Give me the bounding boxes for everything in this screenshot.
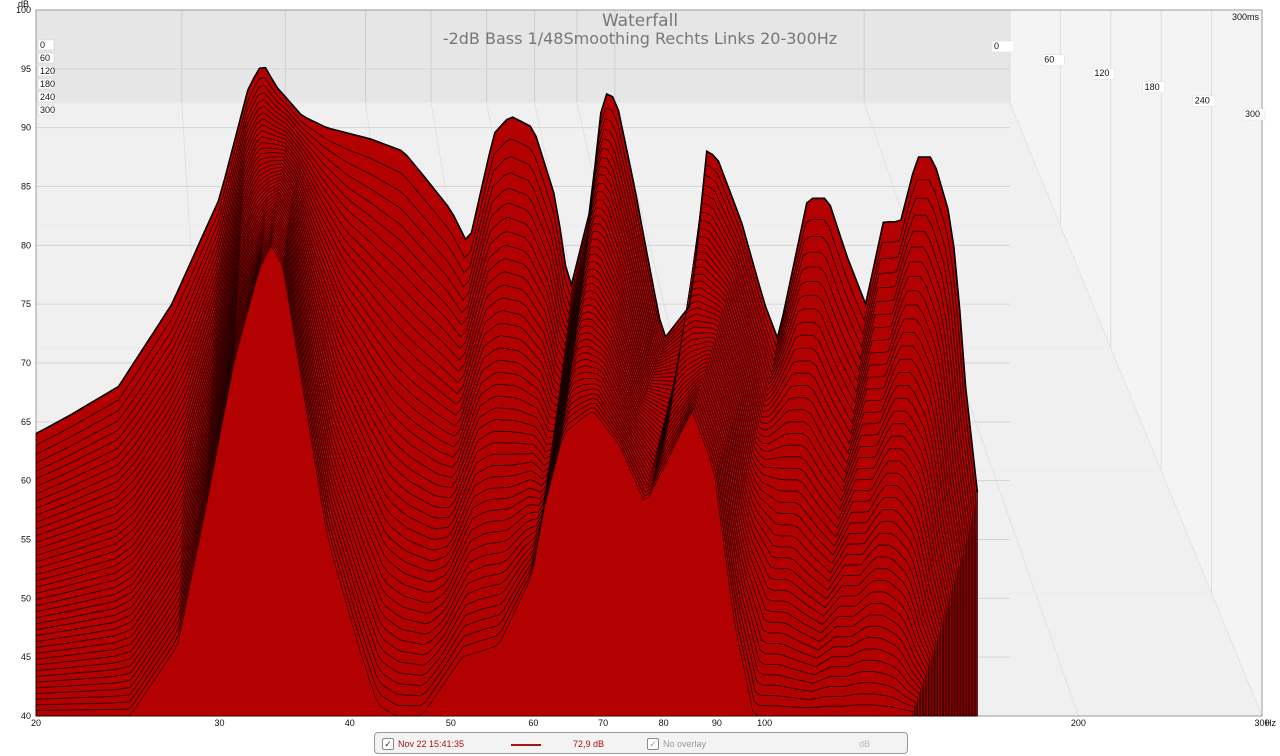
- z-tick-label-right: 300: [1245, 109, 1260, 119]
- x-tick-label: 20: [31, 718, 41, 728]
- y-tick-label: 70: [21, 358, 31, 368]
- back-wall: [36, 10, 1010, 103]
- z-tick-box-right: [1242, 108, 1266, 121]
- z-tick-box-left: [37, 104, 55, 116]
- x-tick-label: 60: [528, 718, 538, 728]
- y-tick-label: 40: [21, 711, 31, 721]
- depth-axis-label: 300ms: [1232, 12, 1260, 22]
- y-tick-label: 85: [21, 182, 31, 192]
- z-tick-label-right: 180: [1145, 82, 1160, 92]
- z-tick-box-left: [37, 91, 55, 103]
- z-tick-box-left: [37, 52, 55, 64]
- y-tick-label: 60: [21, 476, 31, 486]
- y-tick-label: 90: [21, 123, 31, 133]
- waterfall-slices: [35, 66, 979, 717]
- x-tick-label: 50: [446, 718, 456, 728]
- peak-contour: [35, 66, 979, 493]
- x-tick-label: 100: [757, 718, 772, 728]
- y-tick-label: 50: [21, 593, 31, 603]
- chart-title: Waterfall: [602, 11, 678, 31]
- x-tick-label: 40: [345, 718, 355, 728]
- x-tick-label: 80: [659, 718, 669, 728]
- z-tick-label-left: 180: [40, 79, 55, 89]
- z-tick-box-right: [1192, 95, 1216, 107]
- y-tick-label: 65: [21, 417, 31, 427]
- legend-level: 72,9 dB: [573, 739, 605, 749]
- overlay-checkbox[interactable]: ✓: [647, 738, 659, 750]
- y-tick-label: 55: [21, 535, 31, 545]
- z-tick-label-left: 300: [40, 105, 55, 115]
- y-tick-label: 95: [21, 64, 31, 74]
- side-wall: [1010, 10, 1262, 716]
- y-tick-label: 80: [21, 240, 31, 250]
- legend-unit: dB: [859, 739, 871, 749]
- waterfall-slice: [35, 245, 912, 717]
- x-tick-label: 30: [215, 718, 225, 728]
- z-tick-box-right: [1142, 81, 1165, 94]
- z-tick-label-left: 60: [40, 53, 50, 63]
- x-axis-unit: Hz: [1265, 718, 1276, 728]
- z-tick-box-right: [1041, 54, 1065, 66]
- x-tick-label: 70: [598, 718, 608, 728]
- z-tick-label-left: 120: [40, 66, 55, 76]
- waterfall-chart: 40 45 50 55 60 65 70 75 80 85 90 95 100 20 30 40 50 60 70 8…: [15, 0, 1277, 728]
- z-tick-label-right: 240: [1195, 95, 1210, 105]
- legend-bar: ✓ Nov 22 15:41:35 72,9 dB ✓ No overlay d…: [374, 732, 908, 754]
- x-tick-label: 90: [712, 718, 722, 728]
- z-tick-label-right: 60: [1044, 55, 1054, 65]
- axis-labels: 40 45 50 55 60 65 70 75 80 85 90 95 100 20 30 40 50 60 70 8…: [16, 5, 1270, 728]
- z-tick-label-right: 120: [1094, 68, 1109, 78]
- z-tick-box-left: [37, 39, 55, 51]
- overlay-label[interactable]: No overlay: [663, 739, 707, 749]
- z-tick-box-left: [37, 78, 55, 90]
- y-tick-label: 75: [21, 299, 31, 309]
- z-tick-label-right: 0: [994, 41, 999, 51]
- y-tick-label: 100: [16, 5, 31, 15]
- x-tick-label: 300: [1254, 718, 1269, 728]
- chart-subtitle: -2dB Bass 1/48Smoothing Rechts Links 20-…: [443, 29, 837, 48]
- z-tick-label-left: 0: [40, 40, 45, 50]
- z-tick-label-left: 240: [40, 92, 55, 102]
- legend-timestamp: Nov 22 15:41:35: [398, 739, 465, 749]
- grid-line-x-floor: [863, 102, 1079, 717]
- z-tick-box-right: [991, 40, 1015, 53]
- legend-line-swatch: [511, 744, 541, 746]
- z-tick-box-left: [37, 65, 55, 77]
- grid-line-x-floor: [1009, 102, 1263, 717]
- z-tick-box-right: [1092, 67, 1115, 80]
- x-tick-label: 200: [1071, 718, 1086, 728]
- y-tick-label: 45: [21, 652, 31, 662]
- entry-checkbox[interactable]: ✓: [382, 738, 394, 750]
- y-axis-unit: dB: [18, 0, 29, 9]
